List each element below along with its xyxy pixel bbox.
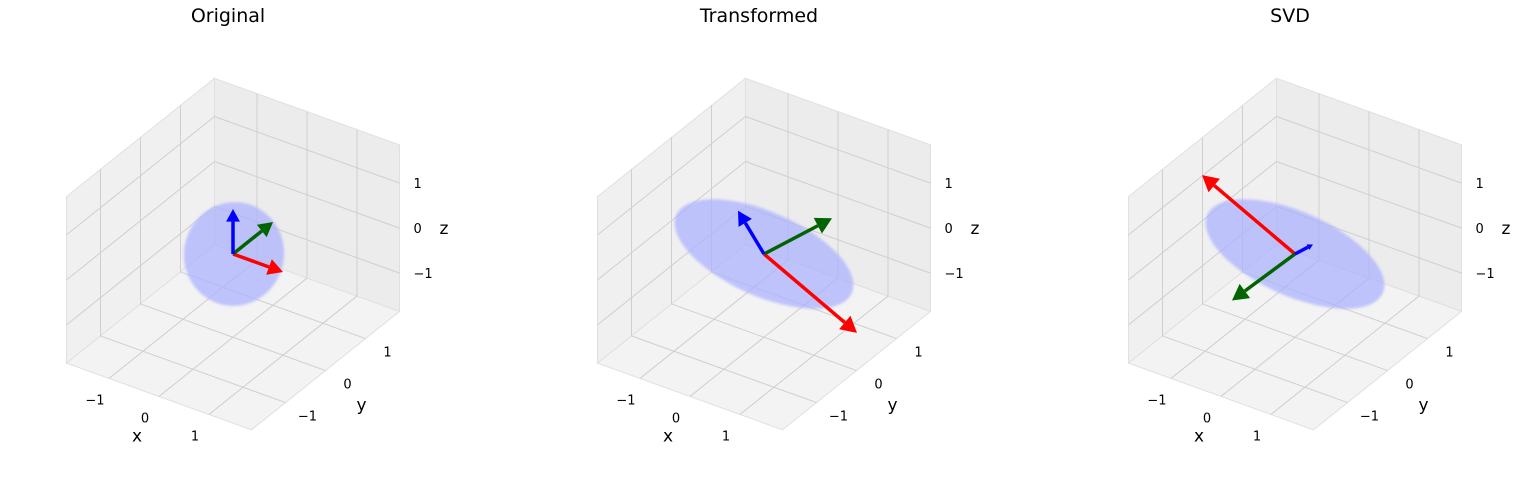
panel-2: −1 0 1 −1 0 1 −1 0 1 x y z SVD [1127, 5, 1511, 446]
x-tick-label: 1 [722, 429, 730, 444]
grid-line [745, 116, 931, 184]
z-axis-label: z [440, 219, 449, 239]
x-tick-label: 1 [1253, 429, 1261, 444]
z-tick-label: −1 [414, 267, 433, 282]
x-tick-label: 0 [141, 411, 149, 426]
vector-2 [226, 209, 240, 254]
z-tick-label: 0 [1476, 222, 1484, 237]
grid-line [597, 161, 746, 281]
vector-arrowhead [1306, 244, 1313, 250]
panel-title: Transformed [699, 5, 818, 27]
vector-0 [232, 252, 283, 275]
z-tick-label: 0 [414, 222, 422, 237]
panel-title: Original [191, 5, 265, 27]
z-tick-label: −1 [945, 267, 964, 282]
grid-line [671, 303, 857, 372]
y-tick-label: 0 [1405, 378, 1413, 393]
vector-arrowhead [1202, 175, 1220, 193]
y-tick-label: −1 [298, 410, 317, 425]
grid-line [214, 161, 400, 229]
y-tick-label: 1 [1445, 346, 1453, 361]
grid-line [1276, 116, 1462, 184]
grid-line [66, 161, 215, 281]
vector-1 [231, 222, 273, 256]
vector-shaft [763, 224, 819, 256]
x-tick-label: 1 [191, 429, 199, 444]
panel-1: −1 0 1 −1 0 1 −1 0 1 x y z Transformed [596, 5, 980, 446]
z-tick-label: 1 [414, 177, 422, 192]
vector-arrowhead [813, 217, 832, 234]
vector-0 [1202, 175, 1297, 256]
vector-arrowhead [738, 210, 752, 227]
vector-2 [1294, 244, 1313, 256]
x-tick-label: −1 [85, 393, 104, 408]
vector-arrowhead [839, 315, 857, 333]
x-tick-label: −1 [1147, 393, 1166, 408]
z-tick-label: 1 [1476, 177, 1484, 192]
vector-0 [762, 252, 857, 333]
vector-shaft [1243, 252, 1297, 293]
z-axis-label: z [1502, 219, 1511, 239]
z-tick-label: −1 [1476, 267, 1495, 282]
grid-line [1270, 295, 1420, 415]
vector-shaft [232, 252, 270, 269]
y-axis-label: y [356, 396, 366, 416]
grid-line [208, 295, 358, 415]
x-axis-label: x [1194, 426, 1204, 446]
y-tick-label: −1 [1360, 410, 1379, 425]
z-axis-label: z [971, 219, 980, 239]
y-tick-label: 0 [343, 378, 351, 393]
vector-1 [1232, 252, 1297, 301]
vector-2 [738, 210, 766, 255]
x-tick-label: −1 [616, 393, 635, 408]
grid-line [1128, 161, 1277, 281]
vector-shaft [762, 252, 846, 324]
vector-shaft [231, 229, 263, 256]
grid-line [214, 116, 400, 184]
x-axis-label: x [132, 426, 142, 446]
y-tick-label: −1 [829, 410, 848, 425]
grid-line [140, 303, 326, 372]
y-tick-label: 1 [914, 346, 922, 361]
vector-arrowhead [226, 209, 240, 222]
panel-title: SVD [1270, 5, 1310, 27]
vector-arrowhead [256, 222, 273, 238]
grid-line [1276, 161, 1462, 229]
y-axis-label: y [1418, 396, 1428, 416]
vector-1 [763, 217, 832, 256]
y-tick-label: 0 [874, 378, 882, 393]
panel-0: −1 0 1 −1 0 1 −1 0 1 x y z Original [65, 5, 449, 446]
x-tick-label: 0 [1203, 411, 1211, 426]
z-tick-label: 1 [945, 177, 953, 192]
vector-shaft [743, 221, 766, 255]
x-tick-label: 0 [672, 411, 680, 426]
vector-arrowhead [266, 259, 283, 275]
y-axis-label: y [887, 396, 897, 416]
grid-line [739, 295, 889, 415]
grid-line [66, 116, 215, 236]
vector-arrowhead [1232, 283, 1251, 301]
grid-line [597, 116, 746, 236]
grid-line [745, 161, 931, 229]
y-tick-label: 1 [383, 346, 391, 361]
grid-line [1202, 303, 1388, 372]
z-tick-label: 0 [945, 222, 953, 237]
vector-shaft [1294, 245, 1309, 256]
vector-shaft [1213, 184, 1297, 256]
x-axis-label: x [663, 426, 673, 446]
